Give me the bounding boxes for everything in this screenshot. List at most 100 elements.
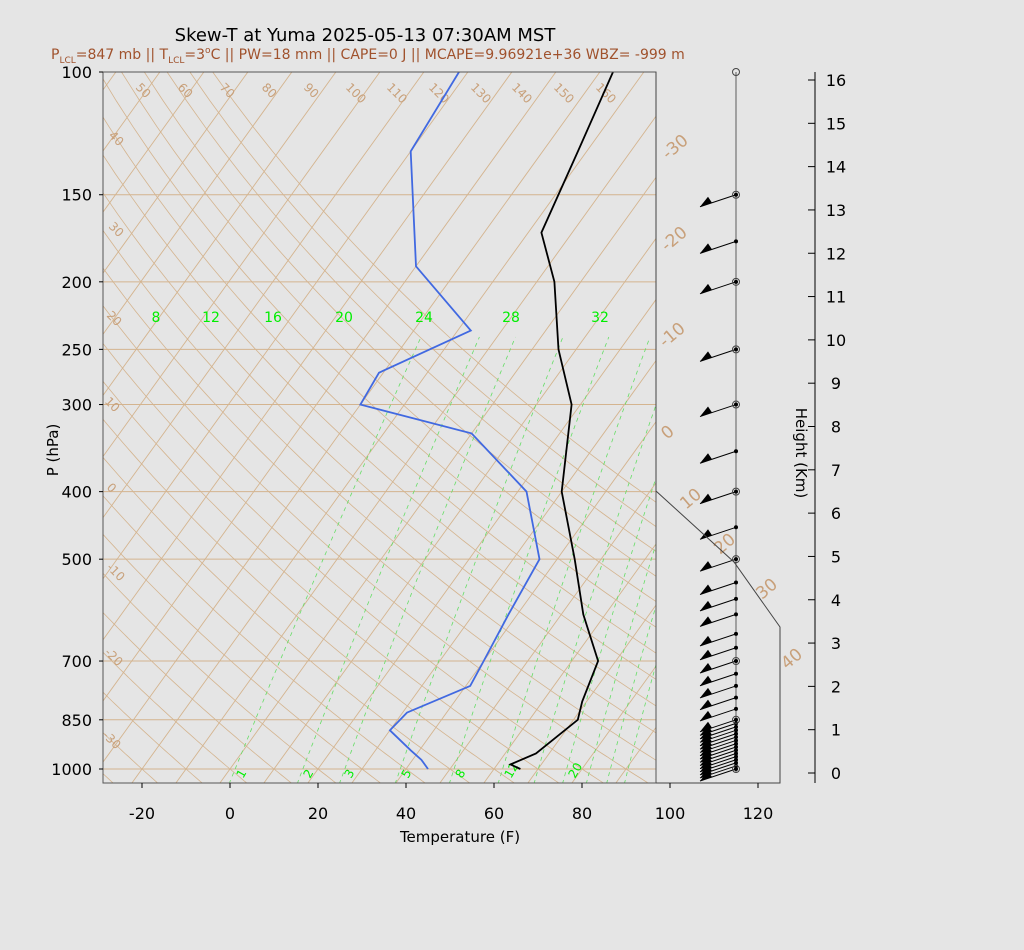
mixing-ratio-top-label: 16 <box>264 310 282 326</box>
isotherm-line <box>351 359 656 783</box>
mixing-ratio-top-label: 32 <box>591 310 609 326</box>
wind-barb-flag <box>700 649 712 660</box>
wind-barb-flag <box>700 561 712 572</box>
wind-barb-flag <box>700 721 712 732</box>
pressure-tick-label: 1000 <box>51 760 92 779</box>
dry-adiabat <box>103 192 656 707</box>
barb-level-circle <box>732 487 740 496</box>
height-tick-label: 11 <box>826 288 846 307</box>
pressure-tick-label: 300 <box>61 396 92 415</box>
y-axis-label: P (hPa) <box>44 424 62 477</box>
dry-adiabat <box>103 691 203 783</box>
height-tick-label: 16 <box>826 71 846 90</box>
t-lcl-symbol: T <box>159 47 169 63</box>
mixing-ratio-bottom-label: 20 <box>565 760 585 780</box>
dry-adiabat <box>103 418 516 783</box>
t-lcl-value: =3 <box>184 47 205 63</box>
mixing-ratio-line <box>449 336 610 783</box>
p-lcl-symbol: P <box>51 47 59 63</box>
wind-barb-flag <box>700 663 712 674</box>
isotherm-line <box>103 72 557 702</box>
isotherm-line <box>829 56 1024 792</box>
isotherm-line <box>395 421 656 783</box>
height-tick-label: 9 <box>831 374 841 393</box>
dry-adiabat <box>103 612 293 783</box>
temperature-tick-label: 60 <box>484 804 504 823</box>
barb-level-circle <box>732 657 740 666</box>
wind-barb-flag <box>700 600 712 611</box>
mixing-ratio-top-label: 24 <box>415 310 433 326</box>
dry-adiabat <box>143 72 656 577</box>
isotherm-line <box>697 56 1024 792</box>
mixing-ratio-top-label: 20 <box>335 310 353 326</box>
dry-adiabat <box>103 380 560 783</box>
pressure-tick-label: 150 <box>61 186 92 205</box>
wind-barb-flag <box>700 635 712 646</box>
temperature-tick-label: -20 <box>129 804 155 823</box>
wind-barb-flag <box>700 687 712 698</box>
mixing-ratio-line <box>533 403 656 783</box>
p-lcl-subscript: LCL <box>59 56 75 66</box>
sounding-profiles <box>359 72 614 770</box>
barb-level-circle <box>732 765 740 773</box>
temperature-tick-label: 120 <box>743 804 774 823</box>
wind-barb-flag <box>700 710 712 721</box>
barb-level-circle <box>732 190 740 199</box>
mixing-ratio-top-label: 12 <box>202 310 220 326</box>
height-tick-label: 15 <box>826 114 846 133</box>
height-tick-label: 3 <box>831 634 841 653</box>
height-tick-label: 6 <box>831 504 841 523</box>
isotherm-line <box>0 56 83 792</box>
isotherm-line <box>527 604 656 783</box>
wind-barbs <box>699 68 740 782</box>
p-lcl-value: =847 mb || <box>76 47 160 63</box>
mixing-ratio-line <box>497 336 651 783</box>
isotherm-label: -30 <box>658 131 692 164</box>
dry-adiabat <box>103 533 382 783</box>
temperature-tick-label: 0 <box>225 804 235 823</box>
barb-level-circle <box>732 68 740 76</box>
isotherm-line <box>103 72 337 397</box>
pressure-tick-label: 400 <box>61 483 92 502</box>
chart-subtitle: PLCL=847 mb || TLCL=3oC || PW=18 mm || C… <box>51 46 685 66</box>
isotherm-label: 40 <box>777 645 806 674</box>
wind-barb-flag <box>700 406 712 417</box>
isotherm-line <box>103 72 513 641</box>
height-tick-label: 4 <box>831 591 841 610</box>
mixing-ratio-top-label: 28 <box>502 310 520 326</box>
pressure-tick-label: 100 <box>61 63 92 82</box>
wind-barb-flag <box>700 616 712 627</box>
x-axis-label: Temperature (F) <box>399 828 520 846</box>
dry-adiabat <box>212 72 656 503</box>
wind-barb-flag <box>700 675 712 686</box>
temperature-tick-label: 100 <box>655 804 686 823</box>
height-tick-label: 2 <box>831 677 841 696</box>
isotherm-line <box>103 72 601 763</box>
dry-adiabat <box>103 651 248 783</box>
temperature-tick-label: 80 <box>572 804 592 823</box>
height-tick-label: 0 <box>831 764 841 783</box>
dry-adiabat <box>103 305 649 783</box>
isotherm-line <box>483 543 656 783</box>
mixing-ratio-line <box>228 336 422 783</box>
dry-adiabat <box>189 72 656 528</box>
dry-adiabat <box>103 342 605 783</box>
height-axis-label: Height (Km) <box>792 408 810 499</box>
isotherm-label: 0 <box>657 422 678 444</box>
isotherm-line <box>131 72 645 783</box>
temperature-profile <box>508 72 614 770</box>
dry-adiabat <box>103 732 159 783</box>
height-tick-label: 7 <box>831 461 841 480</box>
barb-level-circle <box>732 400 740 409</box>
mixing-ratio-line <box>586 542 656 783</box>
barb-level-circle <box>732 715 740 724</box>
barb-level-circle <box>732 277 740 286</box>
isotherm-label: -10 <box>655 319 689 352</box>
wind-barb-flag <box>700 493 712 504</box>
isotherm-line <box>103 72 425 519</box>
pressure-tick-label: 700 <box>61 652 92 671</box>
dry-adiabat <box>103 456 471 783</box>
pressure-tick-label: 200 <box>61 273 92 292</box>
stats-rest: C || PW=18 mm || CAPE=0 J || MCAPE=9.969… <box>211 47 685 63</box>
